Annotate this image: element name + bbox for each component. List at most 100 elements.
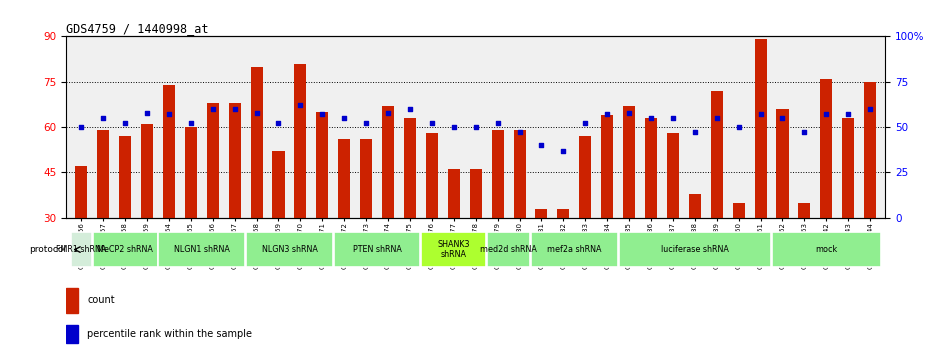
Text: GDS4759 / 1440998_at: GDS4759 / 1440998_at bbox=[66, 22, 208, 35]
Bar bbox=[487, 232, 530, 267]
Bar bbox=[667, 133, 679, 309]
Point bbox=[447, 124, 462, 130]
Bar bbox=[360, 139, 372, 309]
Bar bbox=[799, 203, 810, 309]
Point bbox=[118, 121, 133, 126]
Bar bbox=[75, 166, 88, 309]
Point bbox=[315, 111, 330, 117]
Bar bbox=[404, 118, 416, 309]
Point bbox=[73, 124, 89, 130]
Bar bbox=[619, 232, 771, 267]
Bar bbox=[251, 66, 263, 309]
Point bbox=[490, 121, 505, 126]
Text: percentile rank within the sample: percentile rank within the sample bbox=[88, 329, 252, 339]
Bar bbox=[66, 288, 78, 313]
Point bbox=[534, 142, 549, 148]
Bar bbox=[229, 103, 241, 309]
Bar bbox=[66, 325, 78, 343]
Point bbox=[227, 106, 242, 112]
Text: mock: mock bbox=[815, 245, 837, 254]
Point bbox=[336, 115, 351, 121]
Text: SHANK3
shRNA: SHANK3 shRNA bbox=[437, 240, 470, 259]
Point bbox=[577, 121, 593, 126]
Bar bbox=[426, 133, 438, 309]
Point bbox=[775, 115, 790, 121]
Point bbox=[249, 110, 264, 115]
Text: med2d shRNA: med2d shRNA bbox=[480, 245, 537, 254]
Point bbox=[556, 148, 571, 154]
Text: FMR1 shRNA: FMR1 shRNA bbox=[57, 245, 106, 254]
Bar bbox=[558, 209, 569, 309]
Bar bbox=[842, 118, 854, 309]
Point bbox=[424, 121, 439, 126]
Point bbox=[863, 106, 878, 112]
Bar bbox=[535, 209, 547, 309]
Point bbox=[709, 115, 724, 121]
Bar bbox=[338, 139, 350, 309]
Text: PTEN shRNA: PTEN shRNA bbox=[352, 245, 401, 254]
Point bbox=[96, 115, 111, 121]
Point bbox=[643, 115, 658, 121]
Point bbox=[753, 111, 768, 117]
Bar bbox=[246, 232, 333, 267]
Point bbox=[468, 124, 483, 130]
Point bbox=[797, 130, 812, 135]
Text: mef2a shRNA: mef2a shRNA bbox=[547, 245, 602, 254]
Bar bbox=[97, 130, 109, 309]
Bar bbox=[333, 232, 420, 267]
Bar bbox=[864, 82, 876, 309]
Bar bbox=[601, 115, 613, 309]
Point bbox=[161, 111, 176, 117]
Bar bbox=[447, 170, 460, 309]
Bar bbox=[206, 103, 219, 309]
Point bbox=[402, 106, 417, 112]
Bar bbox=[772, 232, 881, 267]
Text: NLGN1 shRNA: NLGN1 shRNA bbox=[174, 245, 230, 254]
Point bbox=[359, 121, 374, 126]
Bar bbox=[163, 85, 175, 309]
Point bbox=[271, 121, 286, 126]
Bar bbox=[92, 232, 157, 267]
Bar bbox=[776, 109, 788, 309]
Bar bbox=[141, 124, 153, 309]
Point bbox=[665, 115, 680, 121]
Bar bbox=[579, 136, 592, 309]
Bar bbox=[492, 130, 504, 309]
Text: protocol: protocol bbox=[29, 245, 66, 254]
Point bbox=[205, 106, 220, 112]
Bar bbox=[158, 232, 245, 267]
Bar bbox=[513, 130, 526, 309]
Bar bbox=[531, 232, 618, 267]
Point bbox=[819, 111, 834, 117]
Point bbox=[688, 130, 703, 135]
Bar bbox=[645, 118, 657, 309]
Bar bbox=[382, 106, 394, 309]
Bar bbox=[710, 91, 723, 309]
Bar bbox=[820, 79, 833, 309]
Point bbox=[622, 110, 637, 115]
Text: MeCP2 shRNA: MeCP2 shRNA bbox=[97, 245, 153, 254]
Point bbox=[381, 110, 396, 115]
Bar bbox=[272, 151, 284, 309]
Point bbox=[600, 111, 615, 117]
Bar bbox=[295, 64, 306, 309]
Text: NLGN3 shRNA: NLGN3 shRNA bbox=[262, 245, 317, 254]
Text: luciferase shRNA: luciferase shRNA bbox=[661, 245, 729, 254]
Bar bbox=[623, 106, 635, 309]
Bar bbox=[755, 39, 767, 309]
Bar bbox=[185, 127, 197, 309]
Bar bbox=[317, 112, 329, 309]
Point bbox=[139, 110, 154, 115]
Bar bbox=[470, 170, 481, 309]
Point bbox=[512, 130, 528, 135]
Point bbox=[184, 121, 199, 126]
Bar bbox=[71, 232, 91, 267]
Bar bbox=[733, 203, 745, 309]
Point bbox=[293, 102, 308, 108]
Point bbox=[731, 124, 746, 130]
Text: count: count bbox=[88, 295, 115, 305]
Bar bbox=[421, 232, 486, 267]
Bar bbox=[119, 136, 131, 309]
Point bbox=[840, 111, 855, 117]
Bar bbox=[689, 193, 701, 309]
